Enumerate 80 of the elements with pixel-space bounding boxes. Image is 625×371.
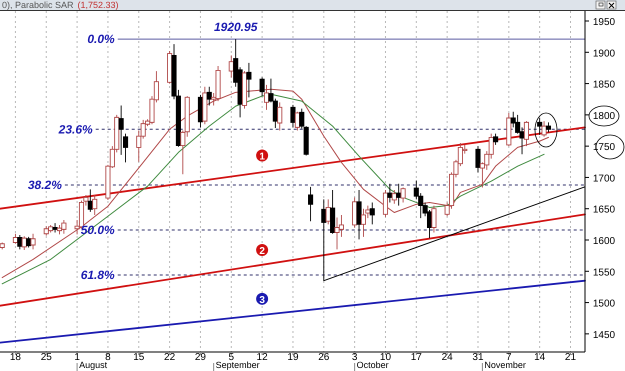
candlestick [524, 120, 529, 147]
candlestick [167, 50, 172, 84]
text: October [356, 360, 389, 370]
y-tick-label: 1850 [592, 80, 616, 91]
candlestick [334, 217, 340, 250]
candlestick [26, 236, 32, 248]
candlestick [52, 222, 58, 233]
candlestick [431, 205, 436, 233]
annotation: 23.6% [58, 122, 94, 136]
x-tick-label: 31 [472, 352, 484, 363]
x-tick-label: 1 [74, 352, 80, 363]
y-tick-label: 1700 [592, 173, 616, 184]
y-tick-label: 1450 [592, 330, 616, 341]
x-tick-label: 10 [380, 352, 392, 363]
candlestick [396, 183, 402, 206]
x-tick-label: 25 [40, 352, 52, 363]
candlestick [12, 233, 18, 244]
annotation: 2 [259, 246, 266, 258]
x-tick-label: 18 [10, 352, 22, 363]
y-tick-label: 1950 [592, 17, 616, 28]
candlestick [537, 118, 542, 136]
candlestick [326, 198, 331, 225]
candlestick [290, 104, 296, 128]
candlestick [277, 102, 282, 131]
candlestick [382, 189, 388, 218]
annotation: 38.2% [28, 178, 62, 192]
annotation: 1920.95 [214, 20, 258, 34]
x-tick-label: 8 [105, 352, 112, 363]
x-tick-label: 22 [164, 352, 176, 363]
text: November [484, 360, 526, 370]
x-tick-label: 21 [564, 352, 576, 363]
annotation: 0.0% [87, 32, 116, 46]
annotation: 3 [259, 294, 266, 306]
chart-title: 0), Parabolic SAR [2, 0, 74, 10]
candlestick [246, 62, 252, 98]
candlestick [206, 86, 212, 106]
x-tick-label: 19 [287, 352, 299, 363]
candlestick [493, 133, 498, 146]
chart-subtitle: (1,752.33) [78, 0, 119, 10]
candlestick [475, 146, 481, 173]
candlestick [360, 208, 366, 238]
candlestick [387, 183, 392, 203]
y-tick-label: 1550 [592, 267, 616, 278]
candlestick [370, 202, 375, 225]
annotation: 1 [259, 152, 266, 163]
y-tick-label: 1500 [592, 298, 616, 310]
candlestick [228, 54, 234, 78]
candlestick [61, 220, 66, 234]
candlestick [356, 189, 362, 240]
x-tick-label: 24 [442, 352, 454, 363]
x-tick-label: 29 [194, 352, 206, 363]
candlestick [198, 94, 203, 128]
candlestick [546, 122, 552, 133]
candlestick [400, 186, 406, 203]
candlestick [308, 186, 314, 222]
y-tick-label: 1650 [592, 204, 616, 216]
x-tick-label: 26 [318, 352, 330, 363]
x-tick-label: 17 [410, 352, 422, 363]
candlestick [30, 233, 36, 250]
candlestick [392, 189, 397, 204]
x-tick-label: 7 [506, 352, 512, 363]
candlestick [260, 76, 265, 97]
text: August [79, 360, 108, 370]
y-tick-label: 1900 [592, 48, 616, 60]
x-tick-label: 12 [256, 352, 268, 363]
candlestick [330, 189, 336, 234]
x-tick-label: 14 [534, 352, 546, 363]
candlestick [92, 194, 98, 216]
candlestick [506, 112, 512, 147]
text: September [216, 360, 260, 370]
candlestick [352, 197, 358, 228]
annotation: 61.8% [80, 268, 116, 282]
y-tick-label: 1600 [592, 236, 616, 247]
x-tick-label: 5 [228, 352, 234, 363]
candlestick [44, 226, 49, 236]
y-tick-label: 1800 [592, 110, 616, 122]
candlestick [22, 236, 27, 250]
x-tick-label: 15 [133, 352, 145, 363]
candlestick [88, 188, 93, 212]
x-tick-label: 3 [352, 352, 358, 363]
